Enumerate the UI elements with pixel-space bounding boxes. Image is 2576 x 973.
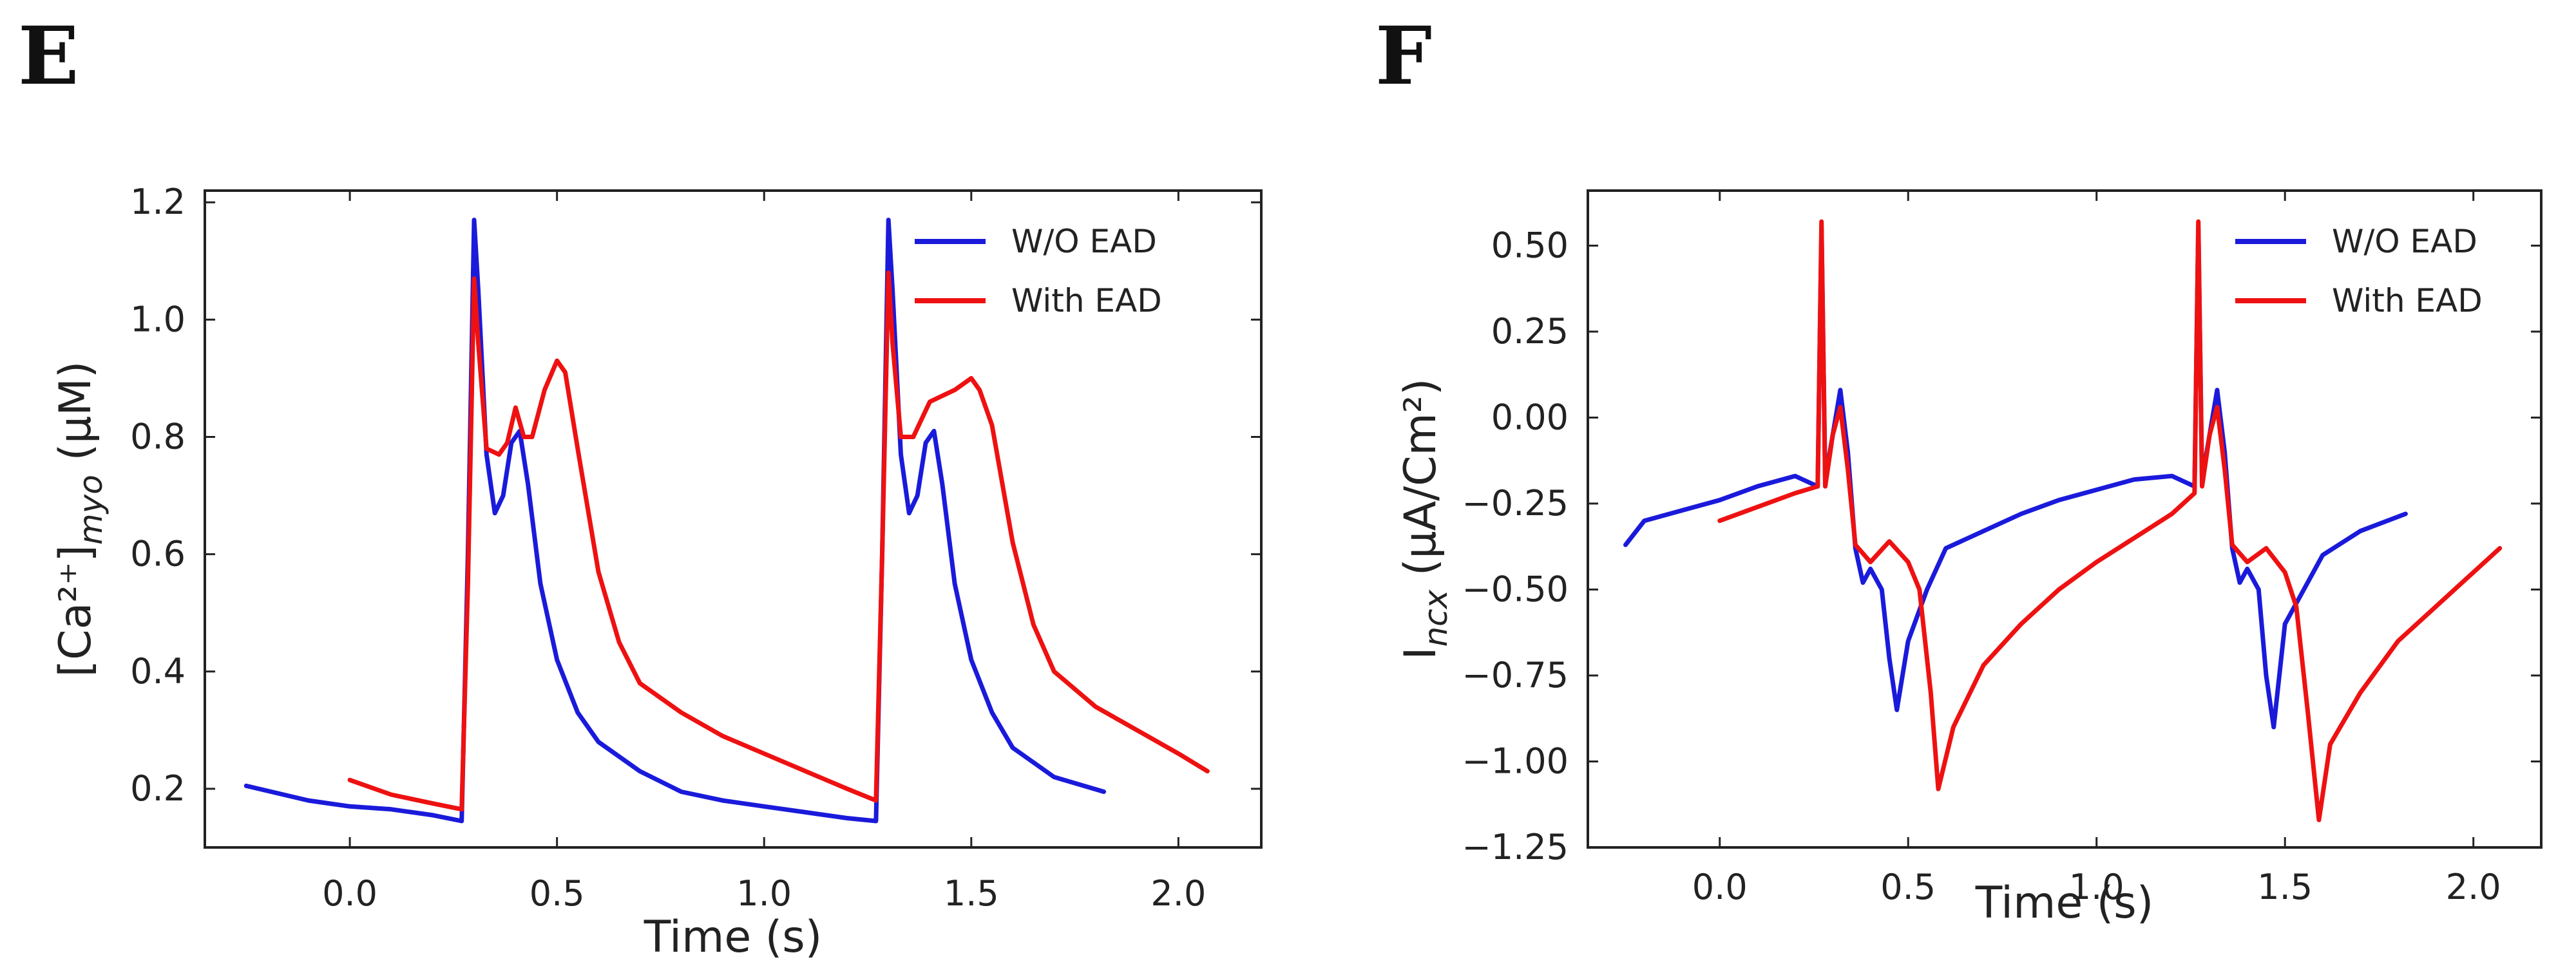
legend: W/O EAD With EAD: [2235, 223, 2483, 319]
x-tick-label: 2.0: [1150, 873, 1206, 914]
y-tick-label: 1.2: [130, 182, 186, 222]
x-tick-label: 1.5: [944, 873, 999, 914]
y-tick-label: 1.0: [130, 299, 186, 339]
y-axis-title: Incx (μA/Cm²): [1395, 378, 1455, 659]
legend-label: With EAD: [2332, 282, 2483, 319]
x-axis-title: Time (s): [644, 912, 823, 963]
y-tick-label: −1.25: [1462, 827, 1569, 867]
legend: W/O EAD With EAD: [915, 223, 1162, 319]
chart-panel-e: E 0.0 0.5 1.0 1.5 2.0 0.2 0.4 0.6 0.8 1.0 1.2 Time (…: [18, 10, 1263, 963]
x-tick-label: 0.0: [322, 873, 377, 914]
y-axis-title-main: [Ca²⁺]: [50, 545, 101, 677]
chart-panel-f: F 0.0 0.5 1.0 1.5 2.0 0.50 0.25 0.00 −0.25 −0.50 −0…: [1375, 10, 2543, 929]
x-tick-label: 1.0: [2069, 867, 2124, 907]
x-tick-label: 0.0: [1692, 867, 1748, 907]
y-tick-label: 0.25: [1491, 311, 1569, 352]
y-axis-title-subscript: myo: [72, 475, 110, 545]
y-axis-title: [Ca²⁺]myo (μM): [50, 361, 110, 677]
y-tick-label: 0.6: [130, 534, 186, 574]
y-axis-title-unit: (μM): [50, 361, 101, 475]
x-tick-label: 1.0: [736, 873, 792, 914]
panel-letter: E: [18, 10, 79, 103]
x-axis-title: Time (s): [1975, 878, 2154, 929]
series-line-with-ead: [347, 270, 1210, 812]
y-axis-title-unit: (μA/Cm²): [1395, 378, 1446, 589]
y-tick-label: 0.00: [1491, 397, 1569, 437]
y-tick-label: −0.75: [1462, 655, 1569, 695]
y-tick-label: −0.50: [1462, 569, 1569, 609]
legend-label: With EAD: [1011, 282, 1162, 319]
y-axis-title-subscript: ncx: [1417, 589, 1455, 647]
x-tick-label: 0.5: [1880, 867, 1936, 907]
panel-letter: F: [1375, 10, 1432, 103]
x-tick-label: 2.0: [2446, 867, 2501, 907]
legend-label: W/O EAD: [1011, 223, 1157, 260]
series-line-without-ead: [243, 218, 1107, 824]
legend-label: W/O EAD: [2332, 223, 2477, 260]
y-tick-label: 0.50: [1491, 225, 1569, 265]
plot-frame: [1587, 189, 2543, 849]
x-tick-label: 1.5: [2257, 867, 2313, 907]
y-tick-label: 0.2: [130, 768, 186, 809]
y-tick-label: 0.4: [130, 651, 186, 692]
y-tick-label: 0.8: [130, 417, 186, 457]
plot-frame: [204, 189, 1263, 849]
y-tick-label: −0.25: [1462, 483, 1569, 524]
y-tick-label: −1.00: [1462, 741, 1569, 781]
series-line-with-ead: [1717, 219, 2503, 822]
x-tick-label: 0.5: [530, 873, 585, 914]
y-axis-title-main: I: [1395, 647, 1446, 660]
